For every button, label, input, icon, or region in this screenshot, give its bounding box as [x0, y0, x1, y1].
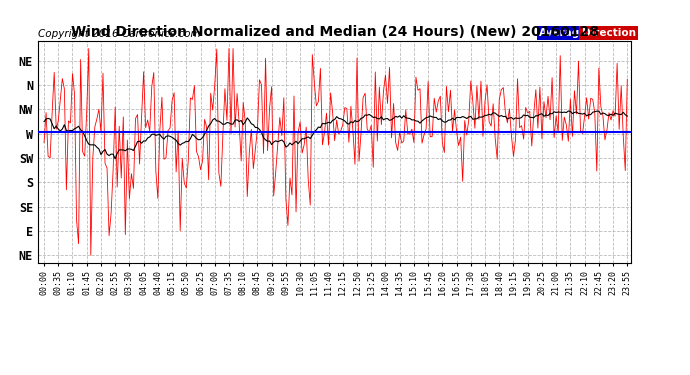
- Text: Direction: Direction: [582, 28, 635, 38]
- Text: Average: Average: [540, 28, 588, 38]
- Title: Wind Direction Normalized and Median (24 Hours) (New) 20160128: Wind Direction Normalized and Median (24…: [70, 25, 599, 39]
- Text: Copyright 2016 Cartronics.com: Copyright 2016 Cartronics.com: [38, 29, 201, 39]
